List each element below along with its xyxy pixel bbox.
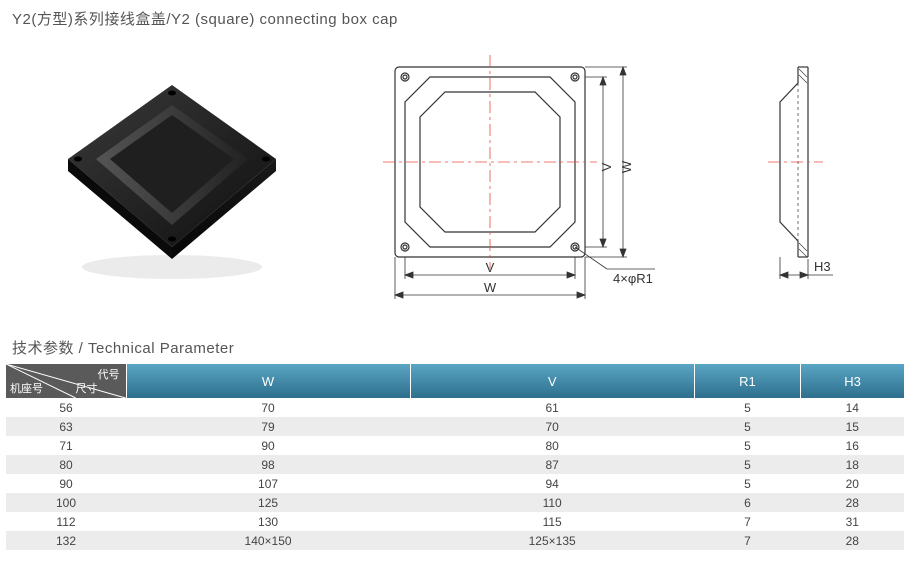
table-row: 637970515 xyxy=(6,417,904,436)
seat-cell: 80 xyxy=(6,455,126,474)
data-cell: 31 xyxy=(801,512,904,531)
data-cell: 94 xyxy=(410,474,694,493)
dim-label-hole: 4×φR1 xyxy=(613,271,653,286)
data-cell: 80 xyxy=(410,436,694,455)
data-cell: 5 xyxy=(694,417,800,436)
table-row: 567061514 xyxy=(6,398,904,417)
tech-param-title: 技术参数 / Technical Parameter xyxy=(0,329,910,364)
param-table: 代号 机座号 尺寸 W V R1 H3 56706151463797051571… xyxy=(6,364,904,550)
table-row: 719080516 xyxy=(6,436,904,455)
col-header: H3 xyxy=(801,364,904,398)
corner-label-right: 尺寸 xyxy=(76,380,98,396)
col-header: R1 xyxy=(694,364,800,398)
data-cell: 7 xyxy=(694,512,800,531)
dim-label-v-right: V xyxy=(599,162,614,171)
col-header: V xyxy=(410,364,694,398)
data-cell: 98 xyxy=(126,455,410,474)
data-cell: 107 xyxy=(126,474,410,493)
data-cell: 28 xyxy=(801,493,904,512)
dim-label-v-bottom: V xyxy=(486,260,495,275)
table-row: 809887518 xyxy=(6,455,904,474)
dim-label-w-right: W xyxy=(619,160,634,173)
seat-cell: 56 xyxy=(6,398,126,417)
front-drawing: V W V W 4×φR1 xyxy=(355,47,675,322)
data-cell: 7 xyxy=(694,531,800,550)
page-title: Y2(方型)系列接线盒盖/Y2 (square) connecting box … xyxy=(0,0,910,29)
table-row: 112130115731 xyxy=(6,512,904,531)
seat-cell: 132 xyxy=(6,531,126,550)
table-row: 132140×150125×135728 xyxy=(6,531,904,550)
diagram-row: V W V W 4×φR1 xyxy=(0,29,910,329)
data-cell: 70 xyxy=(126,398,410,417)
seat-cell: 112 xyxy=(6,512,126,531)
data-cell: 16 xyxy=(801,436,904,455)
header-corner: 代号 机座号 尺寸 xyxy=(6,364,126,398)
corner-label-left: 机座号 xyxy=(10,380,43,396)
table-row: 100125110628 xyxy=(6,493,904,512)
data-cell: 110 xyxy=(410,493,694,512)
corner-label-top: 代号 xyxy=(98,366,120,382)
data-cell: 18 xyxy=(801,455,904,474)
data-cell: 87 xyxy=(410,455,694,474)
data-cell: 90 xyxy=(126,436,410,455)
data-cell: 125 xyxy=(126,493,410,512)
col-header: W xyxy=(126,364,410,398)
table-header-row: 代号 机座号 尺寸 W V R1 H3 xyxy=(6,364,904,398)
data-cell: 14 xyxy=(801,398,904,417)
data-cell: 5 xyxy=(694,398,800,417)
seat-cell: 71 xyxy=(6,436,126,455)
product-render xyxy=(52,67,292,302)
dim-label-h3: H3 xyxy=(814,259,831,274)
data-cell: 70 xyxy=(410,417,694,436)
data-cell: 5 xyxy=(694,455,800,474)
seat-cell: 63 xyxy=(6,417,126,436)
table-row: 9010794520 xyxy=(6,474,904,493)
data-cell: 140×150 xyxy=(126,531,410,550)
data-cell: 79 xyxy=(126,417,410,436)
data-cell: 15 xyxy=(801,417,904,436)
seat-cell: 90 xyxy=(6,474,126,493)
data-cell: 5 xyxy=(694,436,800,455)
data-cell: 61 xyxy=(410,398,694,417)
data-cell: 20 xyxy=(801,474,904,493)
dim-label-w-bottom: W xyxy=(484,280,497,295)
data-cell: 5 xyxy=(694,474,800,493)
data-cell: 115 xyxy=(410,512,694,531)
data-cell: 6 xyxy=(694,493,800,512)
data-cell: 125×135 xyxy=(410,531,694,550)
data-cell: 130 xyxy=(126,512,410,531)
data-cell: 28 xyxy=(801,531,904,550)
seat-cell: 100 xyxy=(6,493,126,512)
side-drawing: H3 xyxy=(738,47,858,322)
